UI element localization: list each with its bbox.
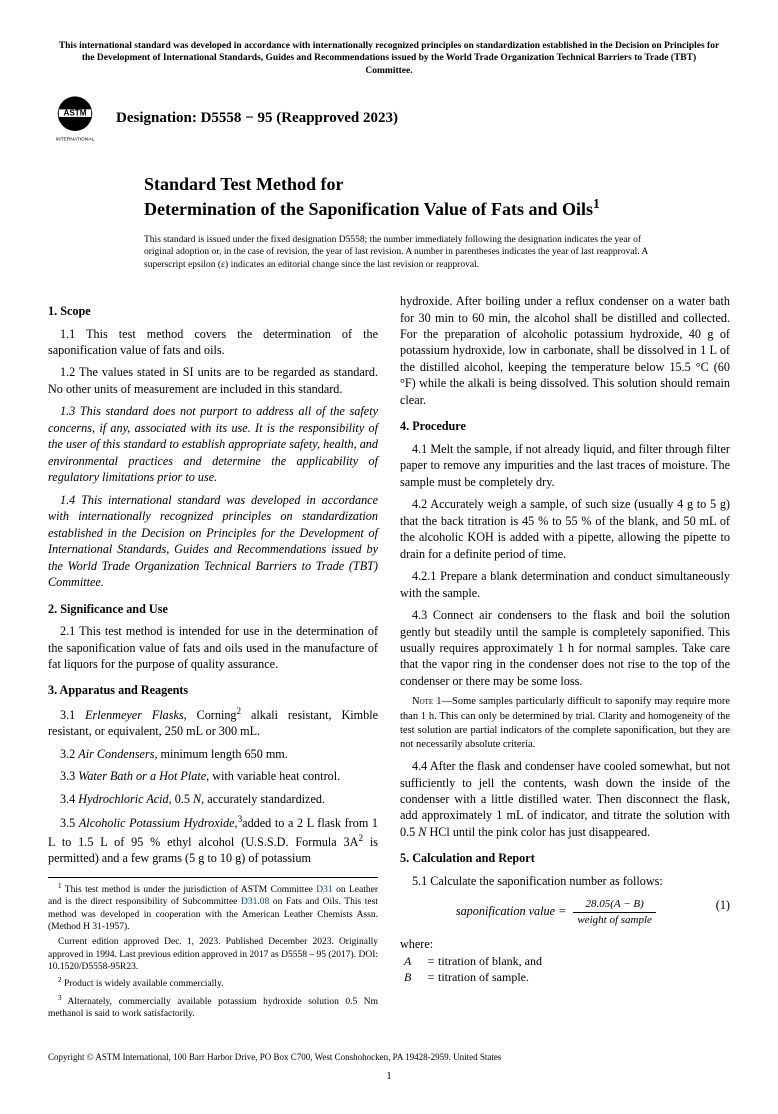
section-4-head: 4. Procedure (400, 418, 730, 434)
link-d31-08[interactable]: D31.08 (241, 897, 269, 907)
para-1-2: 1.2 The values stated in SI units are to… (48, 364, 378, 397)
para-3-5-cont: hydroxide. After boiling under a reflux … (400, 293, 730, 408)
footnote-3: 3 Alternately, commercially available po… (48, 994, 378, 1021)
where-label: where: (400, 936, 730, 952)
para-4-2: 4.2 Accurately weigh a sample, of such s… (400, 496, 730, 562)
astm-logo: ASTM INTERNATIONAL (48, 91, 102, 145)
title-main: Determination of the Saponification Valu… (144, 199, 593, 219)
para-4-2-1: 4.2.1 Prepare a blank determination and … (400, 568, 730, 601)
section-3-head: 3. Apparatus and Reagents (48, 682, 378, 698)
para-1-4: 1.4 This international standard was deve… (48, 492, 378, 591)
para-1-3: 1.3 This standard does not purport to ad… (48, 403, 378, 485)
para-2-1: 2.1 This test method is intended for use… (48, 623, 378, 672)
equation-1: saponification value = 28.05(A − B)weigh… (400, 897, 730, 928)
header: ASTM INTERNATIONAL Designation: D5558 − … (48, 91, 730, 145)
title-line-2: Determination of the Saponification Valu… (144, 196, 730, 221)
para-4-3: 4.3 Connect air condensers to the flask … (400, 607, 730, 689)
link-d31[interactable]: D31 (316, 885, 332, 895)
title-superscript: 1 (593, 196, 600, 211)
body-columns: 1. Scope 1.1 This test method covers the… (48, 293, 730, 1021)
footnote-1: 1 This test method is under the jurisdic… (48, 882, 378, 934)
title-block: Standard Test Method for Determination o… (144, 173, 730, 220)
title-line-1: Standard Test Method for (144, 173, 730, 196)
copyright: Copyright © ASTM International, 100 Barr… (48, 1051, 730, 1063)
para-3-5: 3.5 Alcoholic Potassium Hydroxide,3added… (48, 813, 378, 867)
where-row-a: A=titration of blank, and (404, 953, 730, 969)
section-2-head: 2. Significance and Use (48, 601, 378, 617)
para-1-1: 1.1 This test method covers the determin… (48, 326, 378, 359)
svg-text:ASTM: ASTM (64, 108, 87, 117)
para-3-2: 3.2 Air Condensers, minimum length 650 m… (48, 746, 378, 762)
page-number: 1 (48, 1069, 730, 1084)
para-3-4: 3.4 Hydrochloric Acid, 0.5 N, accurately… (48, 791, 378, 807)
footnotes: 1 This test method is under the jurisdic… (48, 877, 378, 1021)
para-5-1: 5.1 Calculate the saponification number … (400, 873, 730, 889)
where-row-b: B=titration of sample. (404, 969, 730, 985)
designation: Designation: D5558 − 95 (Reapproved 2023… (116, 108, 398, 128)
para-3-3: 3.3 Water Bath or a Hot Plate, with vari… (48, 768, 378, 784)
where-block: where: A=titration of blank, and B=titra… (400, 936, 730, 985)
para-3-1: 3.1 Erlenmeyer Flasks, Corning2 alkali r… (48, 705, 378, 740)
footnote-1b: Current edition approved Dec. 1, 2023. P… (48, 936, 378, 973)
para-4-1: 4.1 Melt the sample, if not already liqu… (400, 441, 730, 490)
footnote-2: 2 Product is widely available commercial… (48, 976, 378, 991)
para-4-4: 4.4 After the flask and condenser have c… (400, 758, 730, 840)
section-5-head: 5. Calculation and Report (400, 850, 730, 866)
top-notice: This international standard was develope… (48, 40, 730, 77)
section-1-head: 1. Scope (48, 303, 378, 319)
note-1: Note 1—Some samples particularly difficu… (400, 695, 730, 752)
issue-note: This standard is issued under the fixed … (144, 234, 670, 271)
svg-text:INTERNATIONAL: INTERNATIONAL (56, 137, 95, 143)
